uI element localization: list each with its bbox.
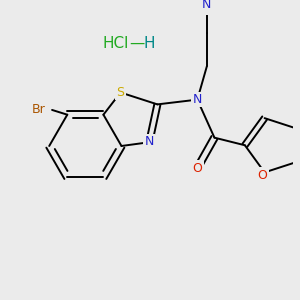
Text: N: N (193, 93, 202, 106)
Text: N: N (202, 0, 212, 11)
Text: O: O (258, 169, 268, 182)
Text: N: N (145, 135, 154, 148)
Text: Br: Br (32, 103, 46, 116)
Text: H: H (143, 36, 155, 51)
Text: HCl: HCl (103, 36, 129, 51)
Text: O: O (192, 162, 202, 175)
Text: S: S (117, 86, 124, 99)
Text: —: — (129, 36, 144, 51)
